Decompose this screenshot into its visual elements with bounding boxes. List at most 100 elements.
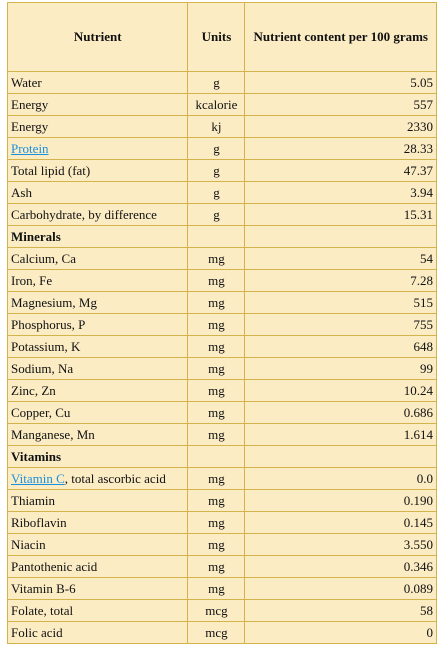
table-row: Iron, Fe mg 7.28 — [6, 269, 437, 292]
unit: mg — [187, 489, 246, 512]
table-row: Minerals — [6, 225, 437, 248]
value: 755 — [244, 313, 437, 336]
table-row: Vitamin C, total ascorbic acid mg 0.0 — [6, 467, 437, 490]
table-row: Vitamins — [6, 445, 437, 468]
nutrient-text: Iron, Fe — [11, 273, 53, 288]
value: 10.24 — [244, 379, 437, 402]
unit: mg — [187, 511, 246, 534]
nutrient-text: Energy — [11, 119, 49, 134]
nutrient-name: Protein — [6, 137, 189, 160]
value: 1.614 — [244, 423, 437, 446]
table-body: Water g 5.05 Energy kcalorie 557 Energy kj 2330 P… — [6, 71, 437, 644]
value: 58 — [244, 599, 437, 622]
value: 15.31 — [244, 203, 437, 226]
nutrient-name: Ash — [6, 181, 189, 204]
unit: mcg — [187, 621, 246, 644]
table-row: Vitamin B-6 mg 0.089 — [6, 577, 437, 600]
nutrient-table: Nutrient Units Nutrient content per 100 … — [6, 2, 437, 644]
table-row: Total lipid (fat) g 47.37 — [6, 159, 437, 182]
table-row: Carbohydrate, by difference g 15.31 — [6, 203, 437, 226]
unit: g — [187, 203, 246, 226]
nutrient-name: Carbohydrate, by difference — [6, 203, 189, 226]
header-cell: Nutrient — [6, 2, 189, 72]
table-row: Pantothenic acid mg 0.346 — [6, 555, 437, 578]
unit: g — [187, 181, 246, 204]
unit: mg — [187, 533, 246, 556]
unit: mcg — [187, 599, 246, 622]
nutrient-text: Calcium, Ca — [11, 251, 76, 266]
value: 99 — [244, 357, 437, 380]
nutrient-name: Zinc, Zn — [6, 379, 189, 402]
unit: mg — [187, 357, 246, 380]
nutrient-text: Magnesium, Mg — [11, 295, 97, 310]
nutrient-link[interactable]: Protein — [11, 141, 49, 156]
nutrient-name: Total lipid (fat) — [6, 159, 189, 182]
nutrient-text: Zinc, Zn — [11, 383, 56, 398]
table-row: Thiamin mg 0.190 — [6, 489, 437, 512]
nutrient-text: Niacin — [11, 537, 46, 552]
value: 648 — [244, 335, 437, 358]
empty-cell — [187, 225, 246, 248]
nutrient-link[interactable]: Vitamin C — [11, 471, 65, 486]
nutrient-text: Thiamin — [11, 493, 56, 508]
nutrient-text: Total lipid (fat) — [11, 163, 91, 178]
nutrient-name: Copper, Cu — [6, 401, 189, 424]
nutrient-text: Folic acid — [11, 625, 63, 640]
nutrient-name: Vitamin B-6 — [6, 577, 189, 600]
unit: mg — [187, 401, 246, 424]
nutrient-name: Calcium, Ca — [6, 247, 189, 270]
value: 0.089 — [244, 577, 437, 600]
unit: mg — [187, 335, 246, 358]
value: 47.37 — [244, 159, 437, 182]
table-row: Phosphorus, P mg 755 — [6, 313, 437, 336]
nutrient-name: Iron, Fe — [6, 269, 189, 292]
nutrient-name: Magnesium, Mg — [6, 291, 189, 314]
nutrient-text: Vitamin B-6 — [11, 581, 76, 596]
unit: mg — [187, 423, 246, 446]
value: 0.190 — [244, 489, 437, 512]
table-row: Ash g 3.94 — [6, 181, 437, 204]
unit: kj — [187, 115, 246, 138]
value: 3.94 — [244, 181, 437, 204]
empty-cell — [244, 225, 437, 248]
nutrient-text: Carbohydrate, by difference — [11, 207, 157, 222]
nutrient-name: Vitamin C, total ascorbic acid — [6, 467, 189, 490]
nutrient-name: Niacin — [6, 533, 189, 556]
value: 0.346 — [244, 555, 437, 578]
value: 5.05 — [244, 71, 437, 94]
unit: mg — [187, 247, 246, 270]
unit: g — [187, 71, 246, 94]
value: 2330 — [244, 115, 437, 138]
nutrient-text: Manganese, Mn — [11, 427, 95, 442]
header-cell: Units — [187, 2, 246, 72]
nutrient-text: Sodium, Na — [11, 361, 74, 376]
value: 3.550 — [244, 533, 437, 556]
table-row: Protein g 28.33 — [6, 137, 437, 160]
value: 0.0 — [244, 467, 437, 490]
nutrient-name: Riboflavin — [6, 511, 189, 534]
nutrient-name: Energy — [6, 115, 189, 138]
table-row: Energy kj 2330 — [6, 115, 437, 138]
unit: kcalorie — [187, 93, 246, 116]
unit: mg — [187, 269, 246, 292]
unit: mg — [187, 577, 246, 600]
nutrient-name: Folate, total — [6, 599, 189, 622]
table-row: Calcium, Ca mg 54 — [6, 247, 437, 270]
table-row: Zinc, Zn mg 10.24 — [6, 379, 437, 402]
table-row: Folate, total mcg 58 — [6, 599, 437, 622]
table-row: Energy kcalorie 557 — [6, 93, 437, 116]
value: 0.686 — [244, 401, 437, 424]
empty-cell — [187, 445, 246, 468]
nutrient-name: Thiamin — [6, 489, 189, 512]
header-cell: Nutrient content per 100 grams — [244, 2, 437, 72]
nutrient-text: Energy — [11, 97, 49, 112]
unit: g — [187, 137, 246, 160]
nutrient-text: Folate, total — [11, 603, 74, 618]
nutrient-text: Riboflavin — [11, 515, 67, 530]
table-row: Potassium, K mg 648 — [6, 335, 437, 358]
nutrient-name: Energy — [6, 93, 189, 116]
nutrient-text: Pantothenic acid — [11, 559, 98, 574]
value: 515 — [244, 291, 437, 314]
unit: g — [187, 159, 246, 182]
unit: mg — [187, 313, 246, 336]
